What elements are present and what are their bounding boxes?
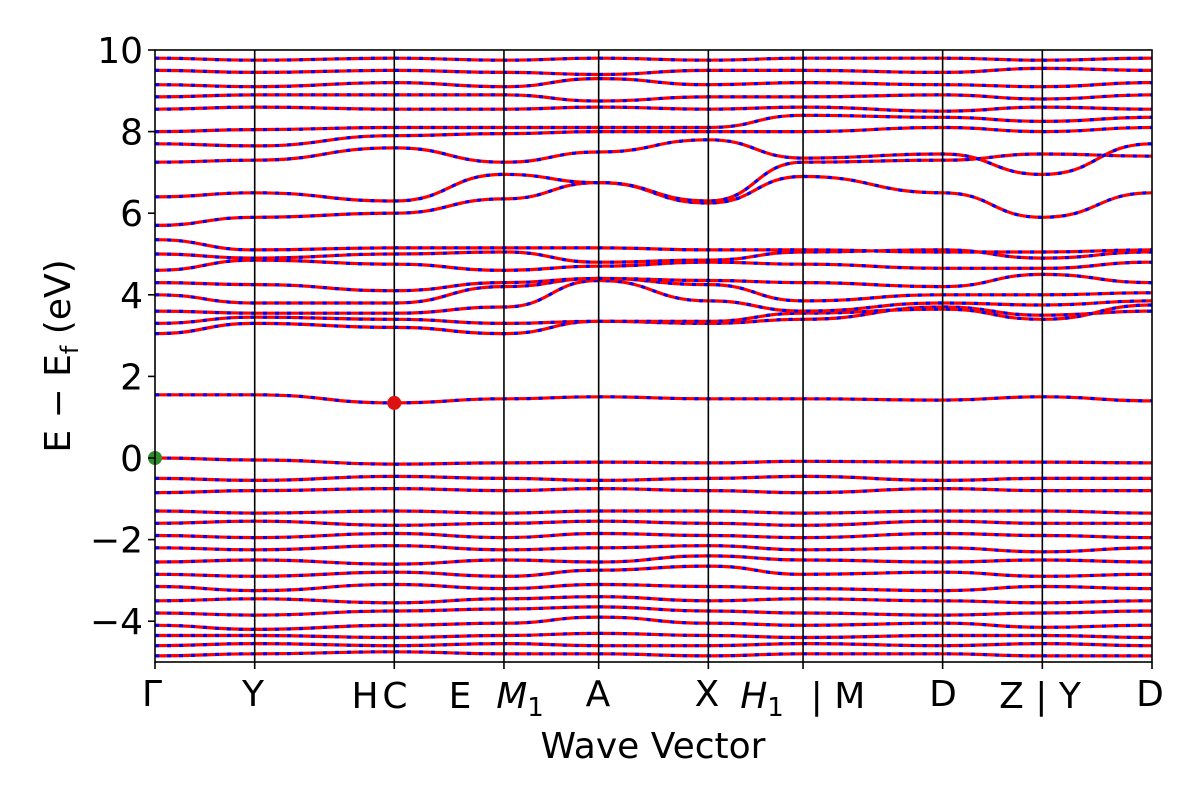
band-12-spin-down [155, 509, 1152, 515]
xtick-label-h: H [351, 676, 378, 717]
xtick-h1-sub: 1 [767, 693, 784, 723]
xtick-label-m1: M1 [496, 676, 544, 723]
xtick-label-d-end: D [1136, 674, 1164, 715]
y-axis-label-main: E − E [38, 354, 79, 453]
plot-area [155, 50, 1152, 662]
xtick-m1-sub: 1 [527, 693, 544, 723]
band-23-spin-down [155, 248, 1152, 264]
y-axis-label: E − Ef (eV) [38, 259, 84, 452]
band-32-spin-down [155, 76, 1152, 89]
band-6-spin-down [155, 582, 1152, 593]
y-axis-label-sub: f [56, 345, 84, 354]
xtick-label-h1: H1 [740, 676, 784, 723]
xtick-label-x: X [695, 674, 720, 715]
xtick-label-gamma: Γ [142, 674, 162, 715]
band-30-spin-up [155, 105, 1152, 113]
xtick-h1-main: H [740, 676, 767, 717]
band-31-spin-down [155, 93, 1152, 103]
band-22-spin-down [155, 258, 1152, 272]
xtick-m1-main: M [496, 676, 527, 717]
xtick-label-e: E [449, 676, 472, 717]
band-0-spin-up [155, 650, 1152, 658]
xtick-label-c: C [382, 676, 407, 717]
y-axis-label-unit: (eV) [38, 259, 79, 345]
band-1-spin-up [155, 641, 1152, 648]
band-9-spin-up [155, 544, 1152, 554]
cbm-point [387, 395, 402, 410]
band-3-spin-down [155, 615, 1152, 632]
band-25-spin-down [155, 174, 1152, 227]
band-28-spin-down [155, 125, 1152, 148]
ytick-label: −2 [90, 521, 143, 562]
band-5-spin-up [155, 595, 1152, 605]
band-8-spin-up [155, 554, 1152, 566]
band-13-spin-up [155, 486, 1152, 495]
xtick-label-bar-m: | M [811, 676, 866, 717]
ytick-label: 6 [120, 194, 143, 235]
band-24-spin-down [155, 238, 1152, 254]
band-20-spin-down [155, 276, 1152, 305]
band-29-spin-up [155, 113, 1152, 134]
ytick-label: 8 [120, 113, 143, 154]
band-19-spin-down [155, 278, 1152, 315]
bands-layer [155, 56, 1152, 658]
band-2-spin-down [155, 631, 1152, 640]
ytick-label: −4 [90, 602, 143, 643]
y-ticks: −4 −2 0 2 4 6 8 10 [90, 31, 155, 643]
xtick-label-d: D [929, 674, 957, 715]
band-26-spin-down [155, 152, 1152, 203]
ytick-label: 2 [120, 357, 143, 398]
band-15-spin-down [155, 456, 1152, 466]
xtick-label-a: A [586, 674, 611, 715]
ytick-label: 10 [97, 31, 143, 72]
band-7-spin-down [155, 564, 1152, 578]
xtick-label-y: Y [241, 674, 265, 715]
band-16-spin-down [155, 393, 1152, 405]
band-27-spin-down [155, 138, 1152, 177]
band-10-spin-up [155, 531, 1152, 540]
band-34-spin-up [155, 56, 1152, 62]
band-33-spin-up [155, 66, 1152, 77]
x-axis-label: Wave Vector [541, 726, 766, 767]
band-4-spin-up [155, 605, 1152, 617]
band-14-spin-up [155, 474, 1152, 483]
ytick-label: 0 [120, 439, 143, 480]
band-18-spin-down [155, 303, 1152, 326]
band-17-spin-down [155, 305, 1152, 336]
band-21-spin-down [155, 272, 1152, 293]
kpath-lines [253, 50, 1044, 662]
x-ticks [154, 662, 1153, 669]
plot-frame [154, 49, 1153, 663]
band-11-spin-up [155, 519, 1152, 527]
ytick-label: 4 [120, 276, 143, 317]
xtick-label-z-y: Z | Y [999, 676, 1082, 717]
